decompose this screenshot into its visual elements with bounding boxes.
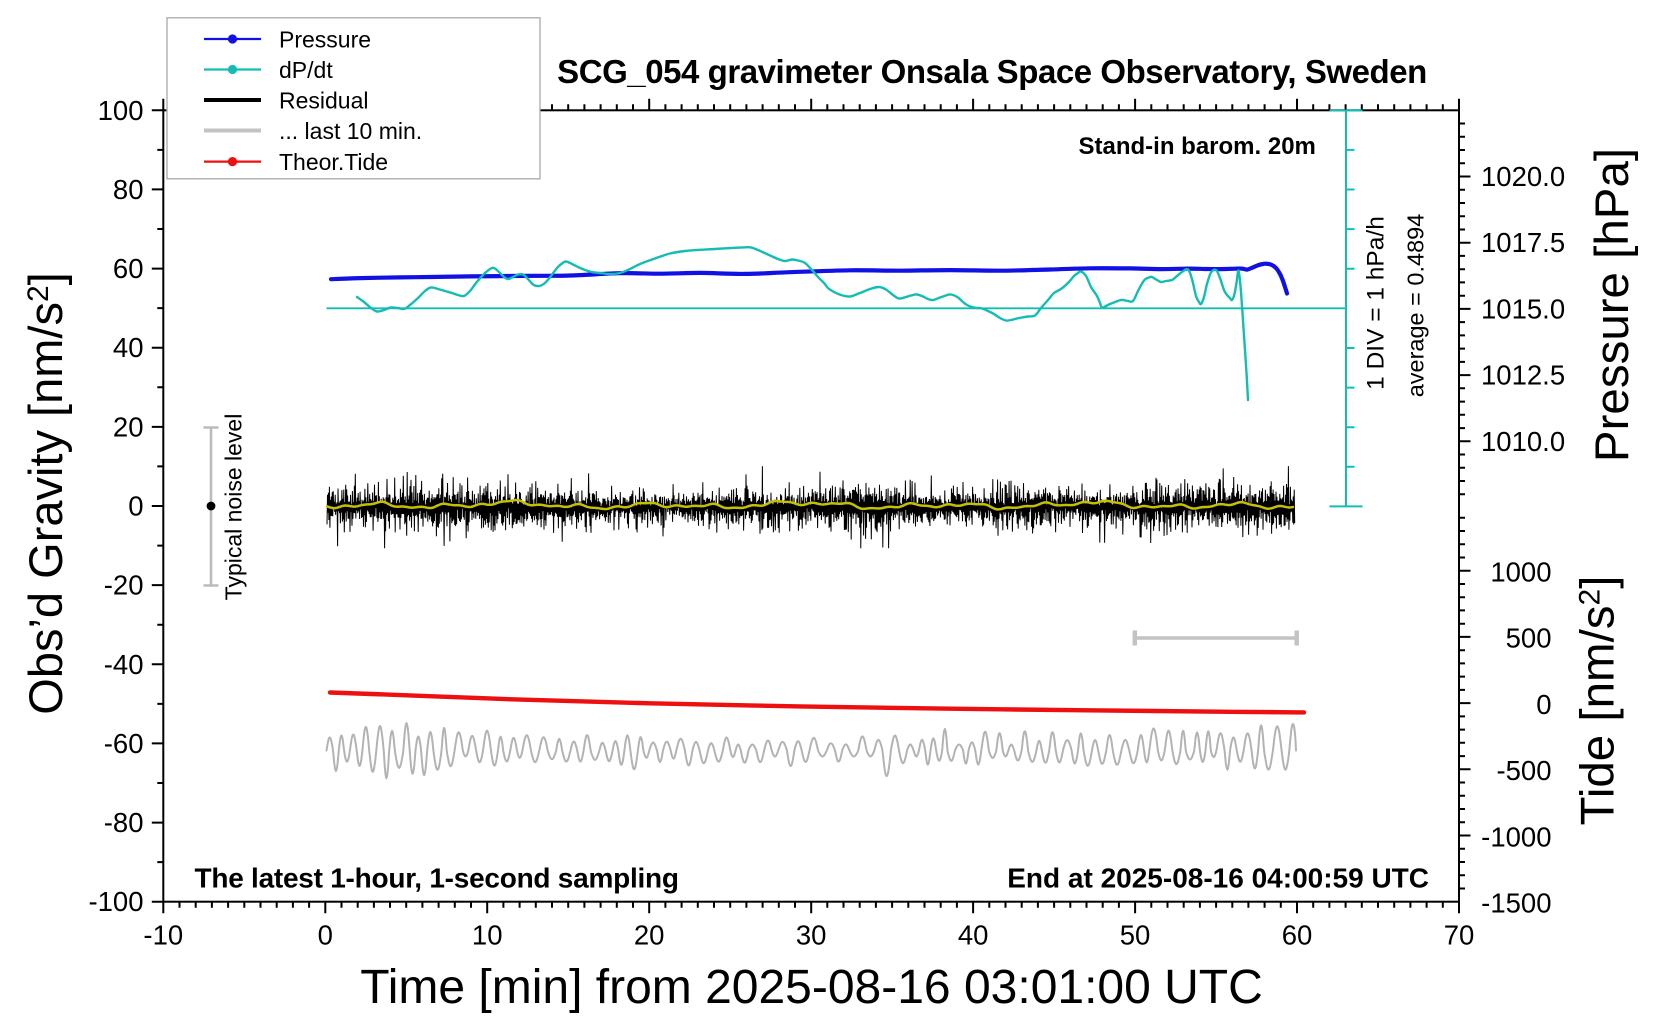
svg-text:The latest 1-hour, 1-second sa: The latest 1-hour, 1-second sampling [195,863,679,894]
svg-text:dP/dt: dP/dt [279,57,333,83]
svg-text:100: 100 [98,95,144,126]
svg-text:500: 500 [1506,623,1552,654]
svg-text:-500: -500 [1496,755,1551,786]
svg-text:-80: -80 [104,807,144,838]
svg-text:50: 50 [1120,920,1151,951]
svg-text:Theor.Tide: Theor.Tide [279,149,388,175]
svg-text:-10: -10 [143,920,183,951]
svg-text:SCG_054 gravimeter Onsala Spac: SCG_054 gravimeter Onsala Space Observat… [557,53,1427,90]
svg-text:-1000: -1000 [1481,821,1551,852]
svg-text:1000: 1000 [1490,557,1551,588]
svg-text:0: 0 [128,491,143,522]
svg-text:Tide [nm/s2]: Tide [nm/s2] [1572,576,1625,826]
svg-text:10: 10 [472,920,503,951]
svg-text:80: 80 [113,174,144,205]
svg-text:-60: -60 [104,728,144,759]
svg-text:20: 20 [113,411,144,442]
svg-text:20: 20 [634,920,665,951]
svg-text:... last 10 min.: ... last 10 min. [279,118,422,144]
svg-text:Residual: Residual [279,87,369,113]
svg-text:1010.0: 1010.0 [1481,426,1565,457]
svg-text:0: 0 [318,920,333,951]
svg-text:Typical noise level: Typical noise level [221,414,247,601]
svg-text:60: 60 [113,253,144,284]
svg-text:Pressure [hPa]: Pressure [hPa] [1586,148,1639,462]
svg-text:60: 60 [1282,920,1313,951]
svg-text:-20: -20 [104,570,144,601]
svg-text:Time [min] from 2025-08-16 03:: Time [min] from 2025-08-16 03:01:00 UTC [360,961,1263,1014]
svg-text:Stand-in barom. 20m: Stand-in barom. 20m [1079,133,1316,160]
svg-text:1020.0: 1020.0 [1481,161,1565,192]
svg-text:1012.5: 1012.5 [1481,360,1565,391]
svg-text:30: 30 [796,920,827,951]
svg-text:-1500: -1500 [1481,888,1551,919]
svg-text:40: 40 [958,920,989,951]
svg-text:-40: -40 [104,649,144,680]
svg-text:0: 0 [1536,689,1551,720]
svg-text:Obs’d Gravity [nm/s2]: Obs’d Gravity [nm/s2] [19,272,72,714]
svg-text:average = 0.4894: average = 0.4894 [1403,214,1429,398]
svg-text:70: 70 [1444,920,1475,951]
svg-text:-100: -100 [88,886,143,917]
svg-text:1 DIV = 1 hPa/h: 1 DIV = 1 hPa/h [1363,216,1390,390]
svg-text:1015.0: 1015.0 [1481,293,1565,324]
svg-text:40: 40 [113,332,144,363]
svg-text:End at 2025-08-16 04:00:59 UTC: End at 2025-08-16 04:00:59 UTC [1007,863,1429,894]
svg-text:Pressure: Pressure [279,26,371,52]
svg-text:1017.5: 1017.5 [1481,227,1565,258]
